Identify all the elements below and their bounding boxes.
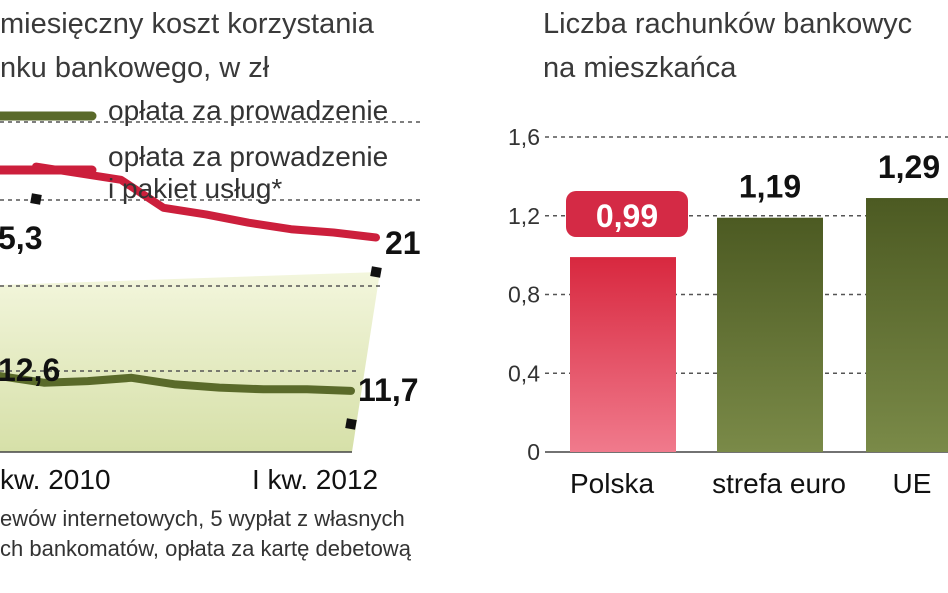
left-chart-background <box>0 272 380 452</box>
series-line-red <box>32 162 380 242</box>
series-line-olive <box>0 372 355 395</box>
left-title-line-1: miesięczny koszt korzystania <box>0 8 374 40</box>
value-badge-polska <box>566 191 688 237</box>
marker-red-start <box>30 193 42 205</box>
label-red-end: 21 <box>385 225 421 261</box>
left-x-label-2: I kw. 2012 <box>252 464 379 495</box>
bar-ue <box>866 198 948 452</box>
right-title-line-2: na mieszkańca <box>543 52 737 84</box>
category-label-strefa-euro: strefa euro <box>712 468 846 499</box>
value-label-ue: 1,29 <box>878 149 940 185</box>
left-title-line-2: nku bankowego, w zł <box>0 52 270 84</box>
value-label-polska: 0,99 <box>596 198 658 234</box>
category-label-ue: UE <box>893 468 932 499</box>
marker-red-end <box>370 266 382 278</box>
bar-polska <box>570 257 676 452</box>
bar-strefa-euro <box>717 217 823 452</box>
label-olive-end: 11,7 <box>358 372 419 408</box>
left-footnote: ewów internetowych, 5 wypłat z własnych … <box>0 506 411 561</box>
right-y-tick-label: 0,4 <box>508 360 540 386</box>
right-y-tick-label: 1,2 <box>508 203 540 229</box>
left-chart-title: miesięczny koszt korzystania nku bankowe… <box>0 2 374 90</box>
label-olive-start: 12,6 <box>0 352 61 388</box>
right-y-tick-label: 1,6 <box>508 124 540 150</box>
right-title-line-1: Liczba rachunków bankowyc <box>543 8 913 40</box>
legend-label-red: opłata za prowadzenie i pakiet usług* <box>108 141 389 204</box>
value-label-strefa-euro: 1,19 <box>739 169 801 205</box>
legend-label-olive: opłata za prowadzenie <box>108 95 389 126</box>
left-x-label-1: kw. 2010 <box>0 464 111 495</box>
label-red-start: 5,3 <box>0 220 43 256</box>
category-label-polska: Polska <box>570 468 654 499</box>
marker-olive-end <box>345 418 357 430</box>
right-chart-title: Liczba rachunków bankowyc na mieszkańca <box>543 2 912 90</box>
right-y-tick-label: 0,8 <box>508 282 540 308</box>
right-y-tick-label: 0 <box>527 439 540 465</box>
